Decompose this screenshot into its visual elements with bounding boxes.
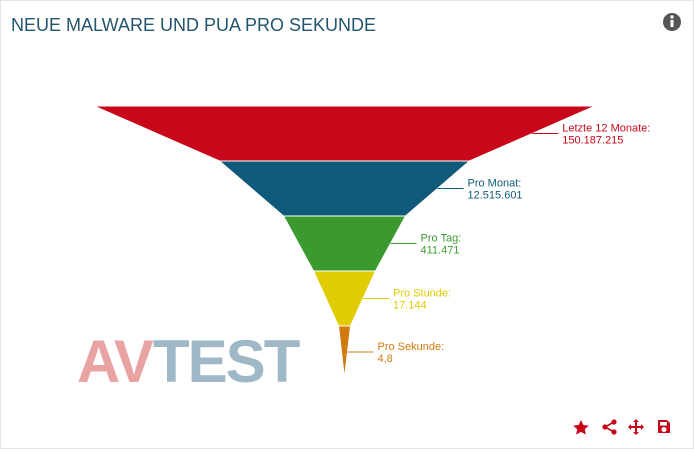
info-dot [670, 15, 674, 19]
toolbar [573, 419, 670, 435]
logo: AV TEST [77, 328, 302, 395]
data-label-name: Pro Stunde: [393, 288, 451, 300]
star-button[interactable] [573, 420, 589, 435]
data-label-name: Letzte 12 Monate: [562, 123, 650, 135]
logo-left: AV [77, 328, 154, 395]
info-icon[interactable] [663, 13, 681, 31]
save-button[interactable] [658, 420, 670, 433]
chart-title: NEUE MALWARE UND PUA PRO SEKUNDE [11, 15, 376, 35]
funnel-segment [218, 160, 471, 217]
data-label-value: 411.471 [421, 245, 460, 257]
data-label-value: 4,8 [378, 353, 393, 365]
funnel-segment [282, 215, 407, 272]
data-label-value: 12.515.601 [468, 190, 523, 202]
logo-right: TEST [153, 328, 300, 395]
info-stem [670, 20, 674, 27]
data-label-value: 150.187.215 [562, 135, 623, 147]
share-button[interactable] [602, 419, 617, 435]
data-label-name: Pro Sekunde: [378, 341, 445, 353]
data-label-name: Pro Monat: [468, 178, 522, 190]
data-label-name: Pro Tag: [421, 233, 462, 245]
funnel-segment [93, 105, 596, 162]
data-label-value: 17.144 [393, 300, 427, 312]
move-button[interactable] [628, 419, 644, 435]
share-lines [603, 421, 615, 433]
